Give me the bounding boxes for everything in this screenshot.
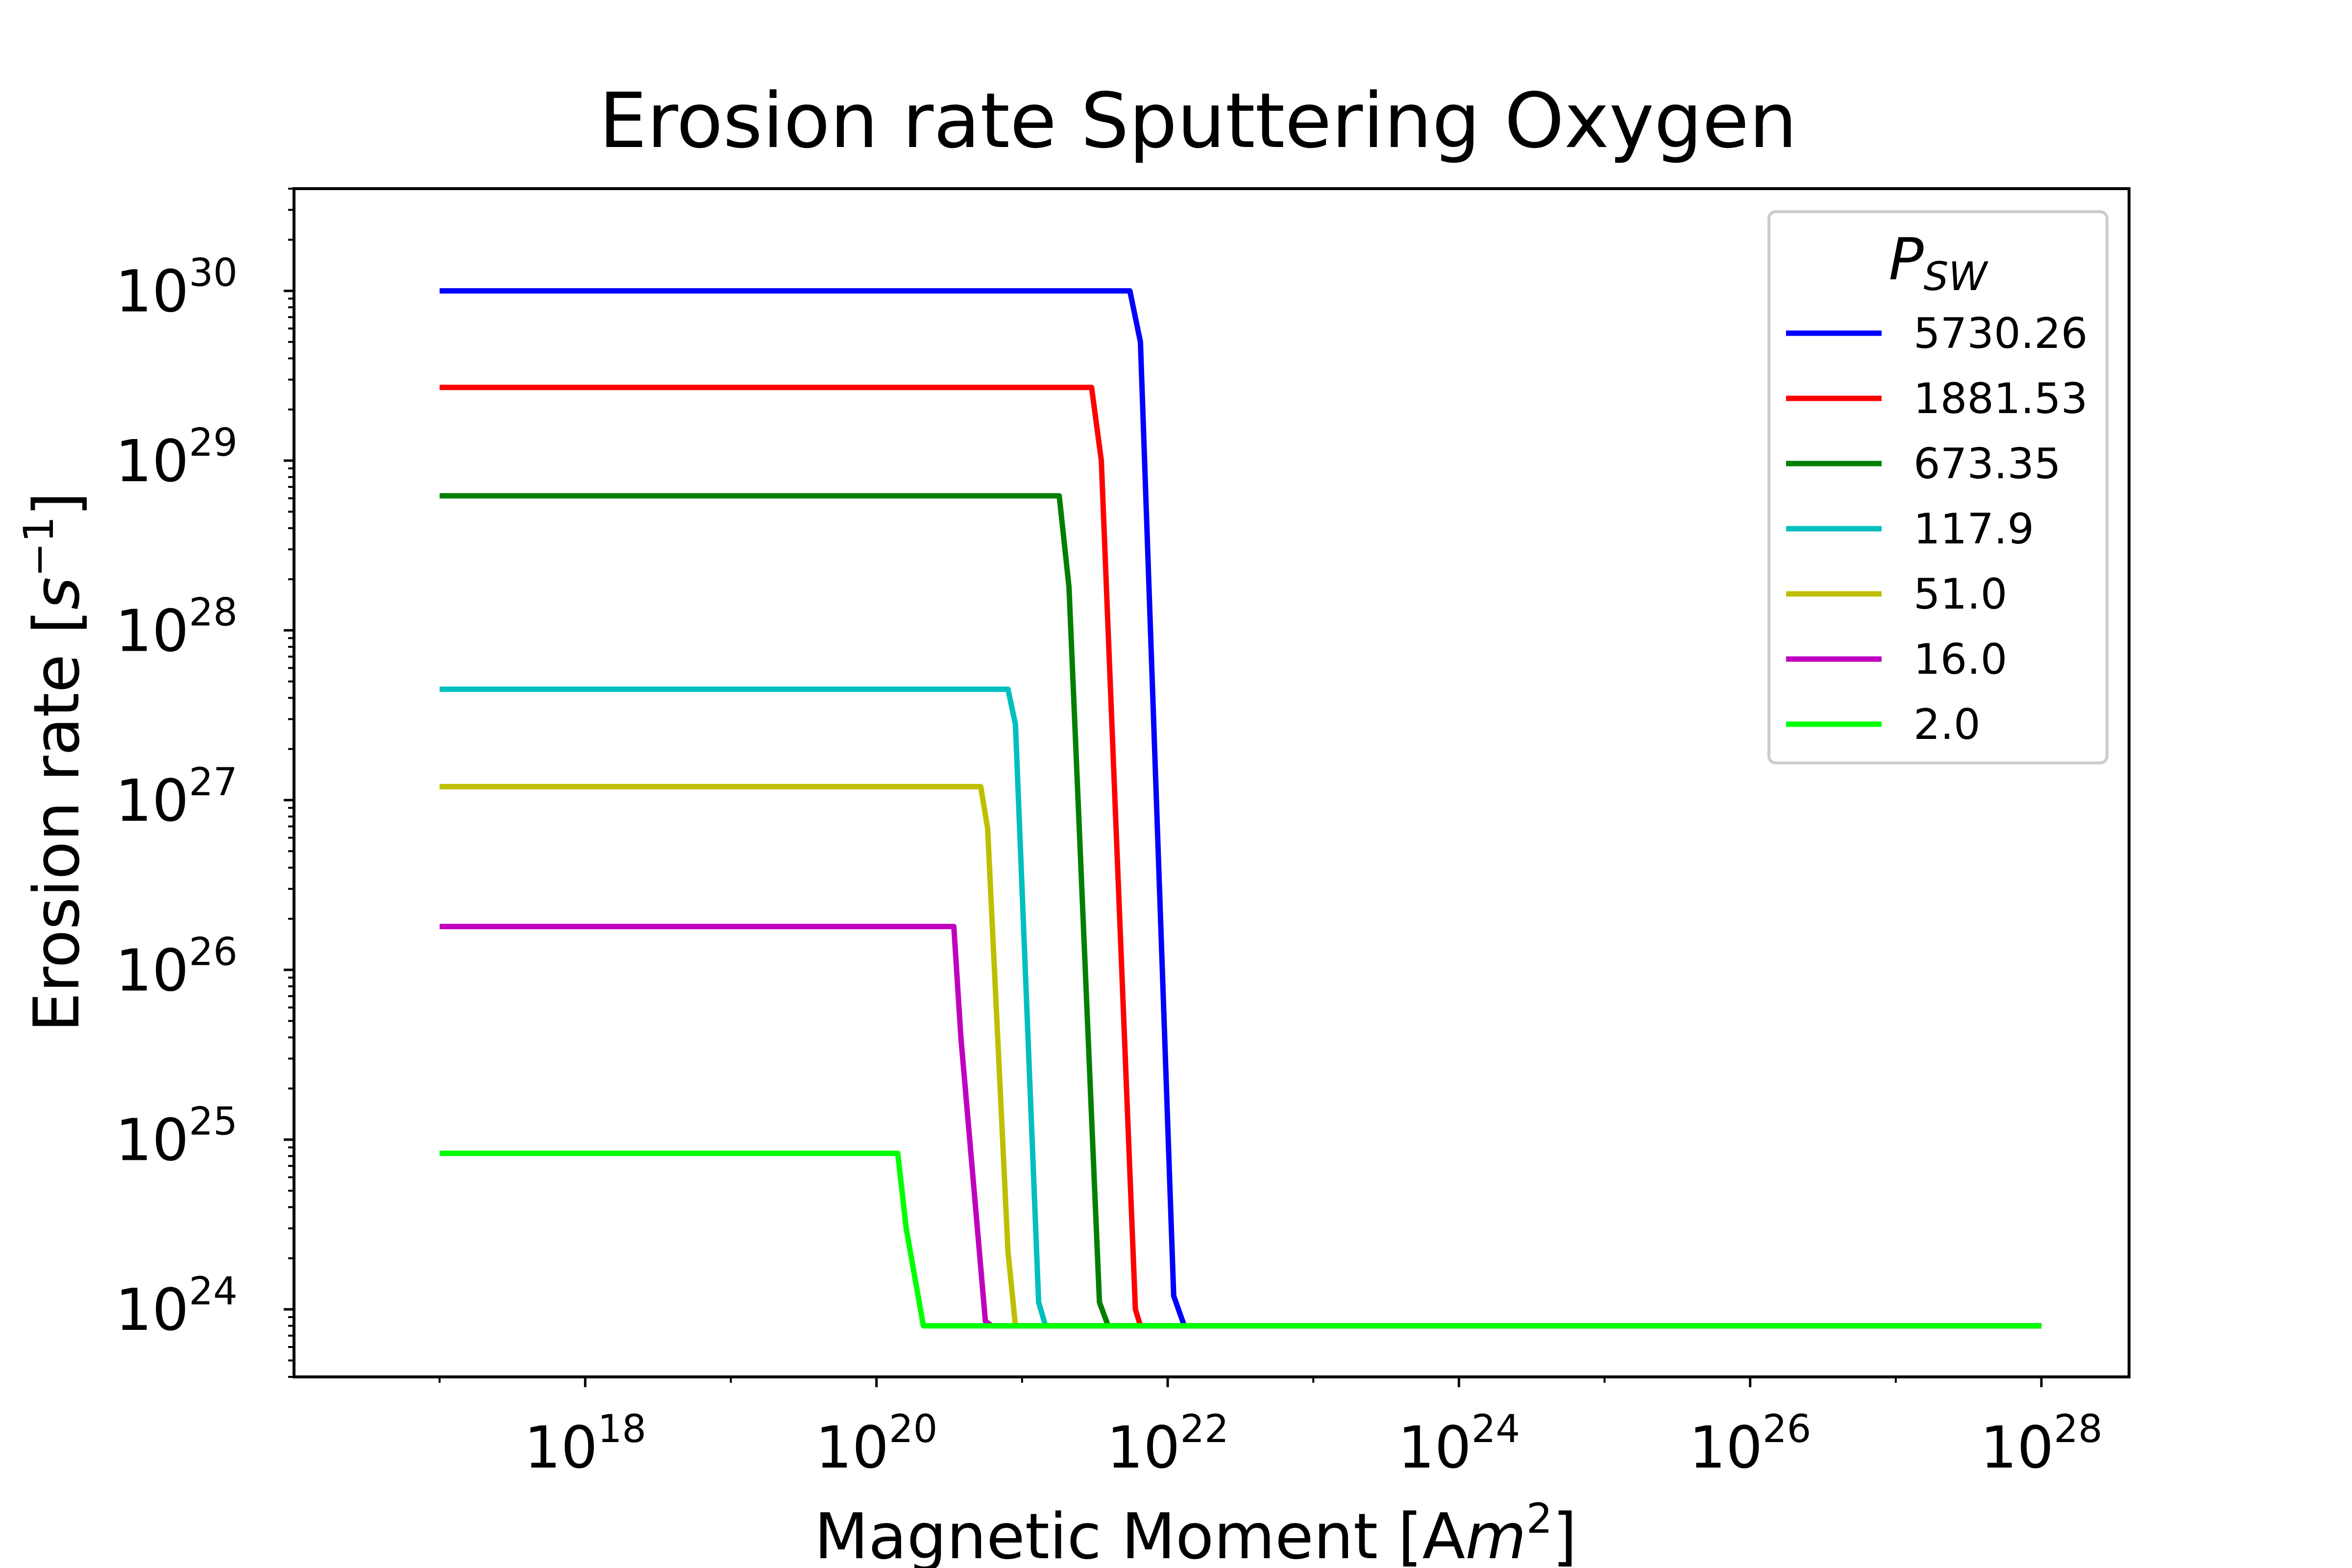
- y-axis-label-italic: s: [21, 577, 94, 610]
- x-axis-label-italic: m: [1465, 1500, 1526, 1568]
- y-tick-label-base: 10: [115, 427, 189, 495]
- legend-label-1: 1881.53: [1913, 374, 2088, 423]
- y-tick-label-exp: 27: [189, 760, 237, 805]
- y-tick-label-exp: 28: [189, 590, 237, 635]
- legend-entries: 5730.26 1881.53 673.35 117.9 51.0 16.0 2.0: [1786, 309, 2088, 749]
- y-tick-label: 1025: [115, 1100, 237, 1174]
- x-tick-label: 1022: [1106, 1407, 1228, 1481]
- series-layer: [440, 288, 2042, 1329]
- x-axis-label: Magnetic Moment [Am2]: [814, 1494, 1577, 1568]
- legend-label-4: 51.0: [1913, 570, 2007, 619]
- y-axis-label-sup: −1: [15, 516, 63, 577]
- x-axis-label-sup: 2: [1526, 1494, 1552, 1543]
- y-tick-label-base: 10: [115, 936, 189, 1004]
- legend: PSW 5730.26 1881.53 673.35 117.9 51.0 16.0 2.0: [1767, 210, 2108, 764]
- legend-title-sub: SW: [1924, 254, 1989, 299]
- legend-box: [1767, 210, 2108, 764]
- x-tick-label-exp: 18: [598, 1407, 646, 1451]
- y-tick-label: 1026: [115, 930, 237, 1004]
- x-tick-label-base: 10: [1398, 1414, 1471, 1481]
- x-tick-label-base: 10: [1106, 1414, 1180, 1481]
- legend-label-2: 673.35: [1913, 440, 2061, 489]
- x-tick-label-base: 10: [1689, 1414, 1763, 1481]
- x-tick-label: 1018: [524, 1407, 646, 1481]
- y-tick-label-exp: 24: [189, 1270, 237, 1314]
- legend-label-0: 5730.26: [1913, 309, 2088, 358]
- x-tick-label-exp: 26: [1763, 1407, 1811, 1451]
- x-tick-label-exp: 22: [1180, 1407, 1228, 1451]
- y-tick-label-exp: 25: [189, 1100, 237, 1144]
- legend-label-5: 16.0: [1913, 635, 2007, 684]
- x-tick-label-base: 10: [815, 1414, 889, 1481]
- legend-label-6: 2.0: [1913, 700, 1981, 749]
- x-tick-label: 1020: [815, 1407, 937, 1481]
- y-tick-label: 1030: [115, 251, 237, 325]
- x-tick-label-exp: 20: [889, 1407, 937, 1451]
- x-tick-label: 1026: [1689, 1407, 1811, 1481]
- y-tick-label: 1029: [115, 421, 237, 495]
- x-tick-label: 1028: [1980, 1407, 2102, 1481]
- y-tick-label-exp: 30: [189, 251, 237, 295]
- y-axis-label-prefix: Erosion rate [: [21, 610, 94, 1032]
- y-axis-label: Erosion rate [s−1]: [15, 492, 94, 1032]
- y-tick-label-base: 10: [115, 767, 189, 834]
- y-tick-label-base: 10: [115, 597, 189, 664]
- x-axis-label-suffix: ]: [1552, 1500, 1577, 1568]
- x-tick-label-exp: 24: [1471, 1407, 1520, 1451]
- x-tick-label-exp: 28: [2054, 1407, 2103, 1451]
- x-tick-label-base: 10: [524, 1414, 598, 1481]
- y-tick-label: 1027: [115, 760, 237, 834]
- y-tick-label: 1028: [115, 590, 237, 664]
- y-tick-label-exp: 26: [189, 930, 237, 974]
- y-tick-label-exp: 29: [189, 421, 237, 465]
- y-axis-label-suffix: ]: [21, 492, 94, 516]
- y-tick-label: 1024: [115, 1270, 237, 1344]
- chart-title: Erosion rate Sputtering Oxygen: [599, 76, 1797, 165]
- y-tick-label-base: 10: [115, 1276, 189, 1344]
- y-tick-label-base: 10: [115, 1106, 189, 1174]
- legend-title: PSW: [1888, 225, 1988, 299]
- series-line-6: [440, 1151, 2042, 1329]
- legend-label-3: 117.9: [1913, 505, 2034, 554]
- x-tick-label-base: 10: [1980, 1414, 2054, 1481]
- x-axis: 1018 1020 1022 1024 1026 1028: [439, 1377, 2103, 1481]
- x-tick-label: 1024: [1398, 1407, 1520, 1481]
- legend-title-main: P: [1888, 225, 1923, 293]
- x-axis-label-prefix: Magnetic Moment [A: [814, 1500, 1466, 1568]
- plot-frame: [293, 187, 2131, 1378]
- y-tick-label-base: 10: [115, 258, 189, 325]
